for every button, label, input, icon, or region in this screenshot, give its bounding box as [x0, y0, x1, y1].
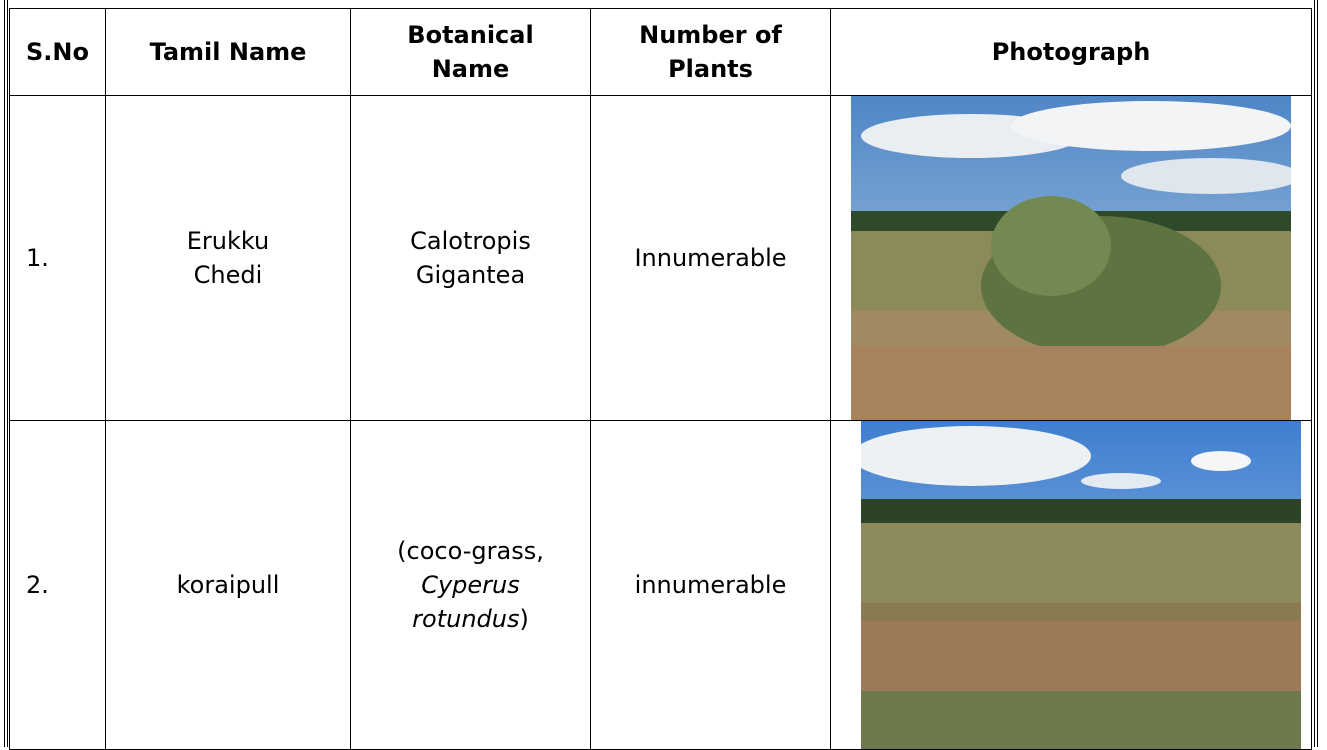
plants-table: S.No Tamil Name Botanical Name Number of…: [9, 8, 1312, 750]
botanical-cell: (coco-grass, Cyperus rotundus): [351, 421, 591, 750]
table-row: 1. Erukku Chedi Calotropis Gigantea Innu…: [10, 96, 1312, 421]
sno-cell: 1.: [10, 96, 106, 421]
table-row: 2. koraipull (coco-grass, Cyperus rotund…: [10, 421, 1312, 750]
header-cell: Photograph: [831, 9, 1312, 96]
header-cell: S.No: [10, 9, 106, 96]
page: S.No Tamil Name Botanical Name Number of…: [0, 0, 1327, 747]
photo-cell: [831, 96, 1312, 421]
tamil-cell: Erukku Chedi: [106, 96, 351, 421]
photograph: [861, 421, 1301, 749]
botanical-text: (coco-grass,: [397, 537, 544, 565]
tamil-cell: koraipull: [106, 421, 351, 750]
photograph: [851, 96, 1291, 420]
botanical-text: ): [519, 605, 528, 633]
photo-cell: [831, 421, 1312, 750]
botanical-cell: Calotropis Gigantea: [351, 96, 591, 421]
header-row: S.No Tamil Name Botanical Name Number of…: [10, 9, 1312, 96]
count-cell: innumerable: [591, 421, 831, 750]
botanical-italic: Cyperus rotundus: [412, 571, 520, 633]
botanical-text: Calotropis Gigantea: [410, 227, 531, 289]
header-cell: Number of Plants: [591, 9, 831, 96]
sno-cell: 2.: [10, 421, 106, 750]
header-cell: Tamil Name: [106, 9, 351, 96]
count-cell: Innumerable: [591, 96, 831, 421]
header-cell: Botanical Name: [351, 9, 591, 96]
